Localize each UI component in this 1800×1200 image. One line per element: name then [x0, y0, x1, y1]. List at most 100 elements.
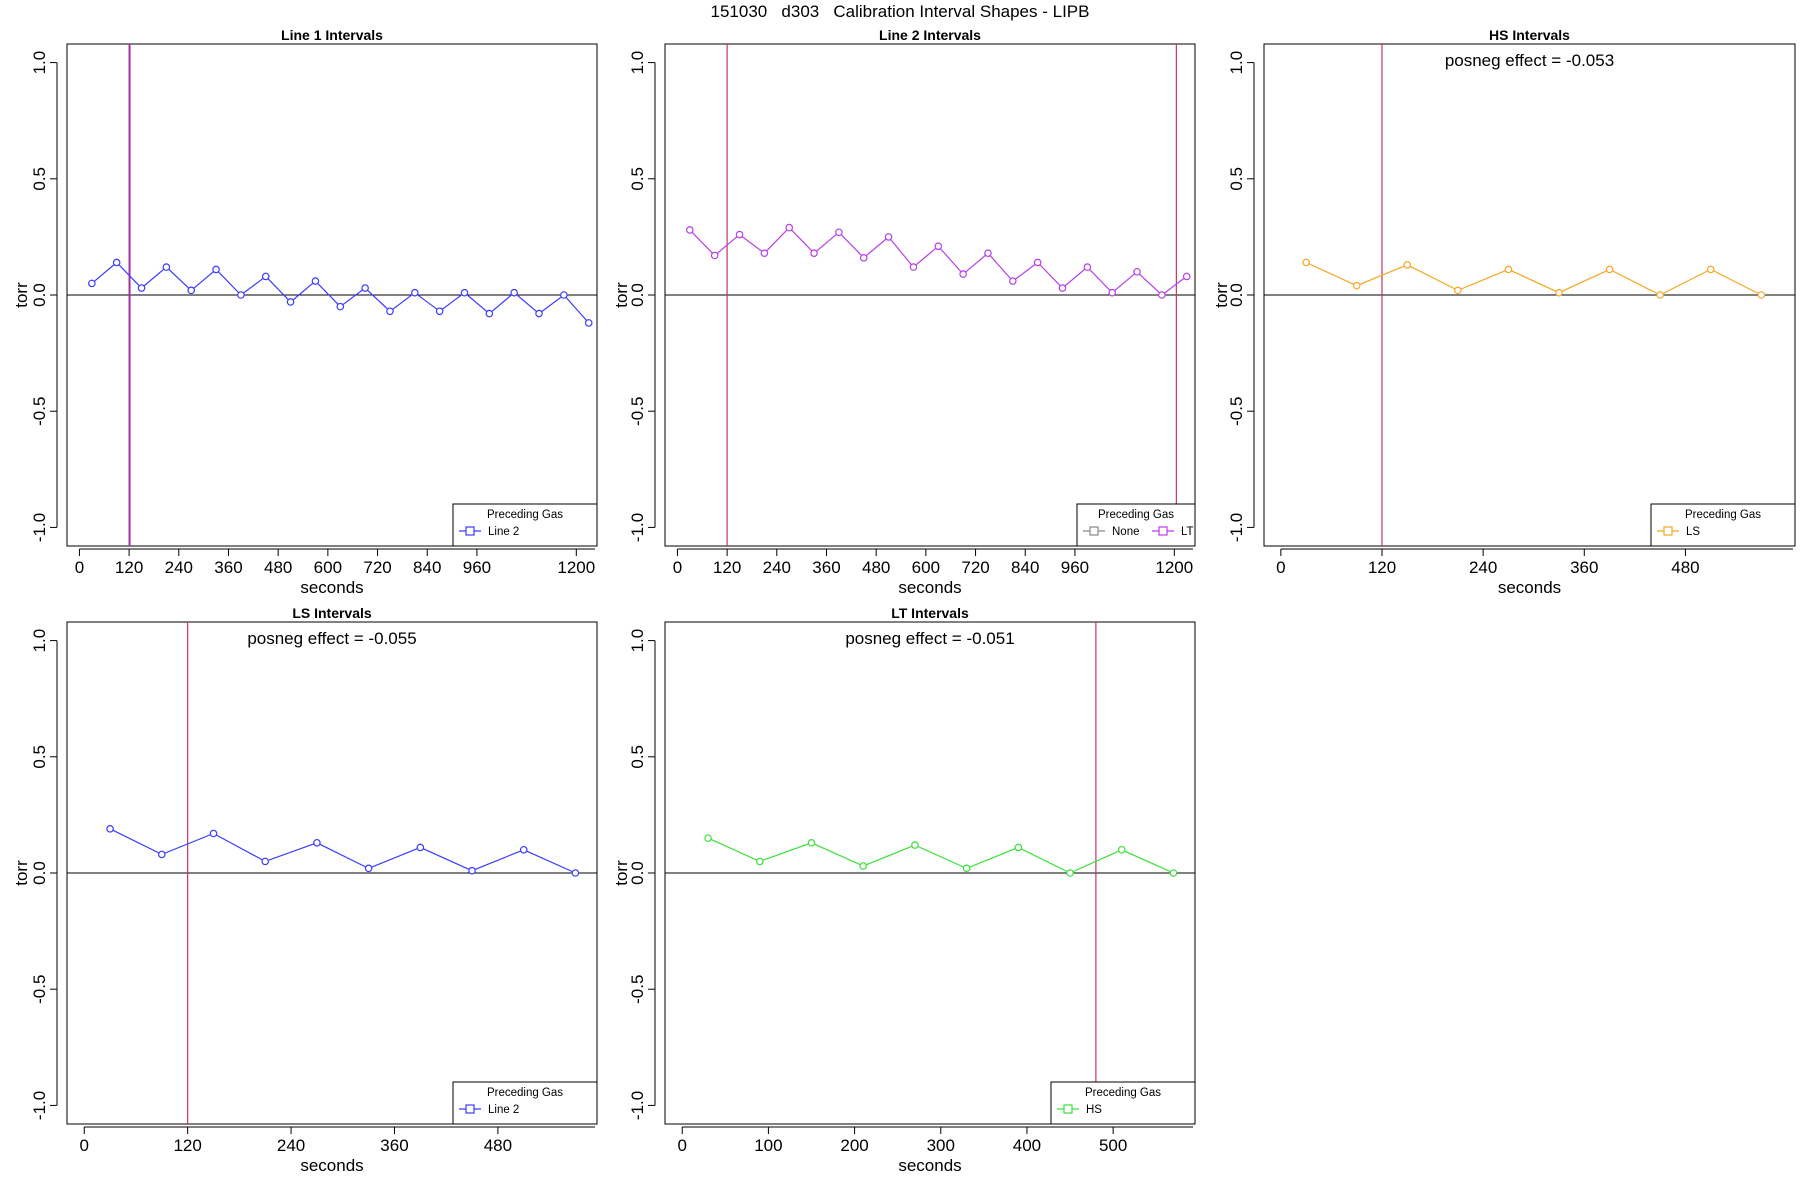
x-tick-label: 120	[115, 558, 143, 577]
x-tick-label: 1200	[1155, 558, 1193, 577]
data-point	[984, 249, 992, 257]
data-point	[785, 223, 794, 232]
data-point	[859, 862, 868, 870]
data-point	[361, 284, 369, 292]
legend-swatch-marker	[1089, 526, 1099, 536]
x-tick-label: 360	[214, 558, 242, 577]
legend-entry-label: Line 2	[488, 526, 519, 538]
data-point	[1504, 265, 1513, 274]
data-point	[760, 249, 769, 257]
y-tick-label: 0.0	[1227, 283, 1246, 307]
data-point	[1352, 281, 1361, 290]
legend-box	[1076, 503, 1196, 547]
x-tick-label: 600	[314, 558, 342, 577]
y-tick-label: -1.0	[628, 513, 647, 542]
series-line-2	[689, 226, 1188, 296]
data-point	[1009, 277, 1017, 285]
data-point	[704, 834, 712, 842]
x-axis-label: seconds	[1498, 578, 1561, 597]
x-tick-label: 960	[463, 558, 491, 577]
legend-title: Preceding Gas	[1685, 509, 1761, 521]
data-point	[1182, 272, 1191, 281]
legend-entry-label: LS	[1686, 526, 1700, 538]
data-point	[1706, 265, 1715, 274]
chart-title: Line 2 Intervals	[879, 27, 981, 43]
data-point	[510, 288, 518, 297]
y-tick-label: 0.0	[628, 283, 647, 307]
legend-swatch-marker	[1663, 526, 1673, 536]
data-point	[286, 298, 295, 306]
legend: Preceding Gas Line 2	[452, 503, 598, 547]
posneg-annotation: posneg effect = -0.055	[247, 629, 416, 648]
y-tick-label: -0.5	[628, 975, 647, 1004]
data-point	[859, 254, 868, 262]
x-tick-label: 480	[862, 558, 890, 577]
y-tick-label: 1.0	[30, 629, 49, 653]
data-point	[157, 850, 166, 859]
data-point	[807, 838, 816, 847]
legend-box	[1050, 1081, 1196, 1125]
data-point	[735, 230, 744, 239]
data-point	[535, 309, 543, 318]
data-point	[88, 279, 96, 288]
y-tick-label: -0.5	[30, 975, 49, 1004]
data-point	[137, 284, 146, 292]
chart-panel-5: LT Intervals -1.0 -0.5 0.0 0.5 1.0 torr 0 100 200…	[612, 605, 1196, 1175]
chart-panel-3: HS Intervals -1.0 -0.5 0.0 0.5 1.0 torr 0 120 240…	[1212, 27, 1796, 597]
data-point	[959, 270, 967, 278]
data-point	[112, 258, 121, 267]
data-point	[1555, 288, 1563, 297]
data-point	[313, 838, 321, 847]
data-point	[187, 286, 196, 295]
data-point	[962, 864, 971, 873]
legend: Preceding Gas LS	[1650, 503, 1796, 547]
data-point	[386, 307, 394, 316]
y-tick-label: -1.0	[1227, 513, 1246, 542]
x-tick-label: 480	[484, 1136, 512, 1155]
data-point	[411, 288, 419, 297]
data-point	[1656, 291, 1664, 299]
y-tick-label: 0.5	[628, 167, 647, 191]
data-point	[460, 288, 469, 297]
y-tick-label: -0.5	[30, 397, 49, 426]
x-tick-label: 360	[812, 558, 840, 577]
x-tick-label: 120	[173, 1136, 201, 1155]
data-point	[1757, 291, 1766, 299]
x-tick-label: 240	[763, 558, 791, 577]
legend-swatch-marker	[465, 526, 475, 536]
x-axis-label: seconds	[300, 578, 363, 597]
x-tick-label: 1200	[557, 558, 595, 577]
data-point	[212, 265, 220, 274]
data-point	[237, 291, 245, 299]
data-point	[686, 226, 694, 234]
data-point	[1058, 284, 1067, 292]
y-tick-label: 1.0	[628, 51, 647, 75]
y-tick-label: -1.0	[30, 513, 49, 542]
data-point	[810, 249, 818, 257]
y-tick-label: -1.0	[628, 1091, 647, 1120]
legend-title: Preceding Gas	[487, 509, 563, 521]
x-tick-label: 600	[912, 558, 940, 577]
x-tick-label: 240	[1469, 558, 1497, 577]
x-axis-label: seconds	[898, 1156, 961, 1175]
y-axis-label: torr	[1212, 282, 1231, 308]
x-tick-label: 0	[673, 558, 682, 577]
data-point	[336, 302, 345, 311]
legend-entry-label: None	[1112, 526, 1140, 538]
chart-title: HS Intervals	[1489, 27, 1570, 43]
data-point	[1083, 263, 1092, 271]
data-point	[364, 864, 373, 873]
x-tick-label: 960	[1061, 558, 1089, 577]
x-tick-label: 120	[713, 558, 741, 577]
data-point	[710, 251, 719, 260]
legend-box	[1650, 503, 1796, 547]
x-tick-label: 0	[80, 1136, 89, 1155]
x-tick-label: 480	[1671, 558, 1699, 577]
data-point	[106, 825, 114, 833]
chart-panel-4: LS Intervals -1.0 -0.5 0.0 0.5 1.0 torr 0 120 240…	[12, 605, 598, 1175]
legend-swatch-marker	[465, 1104, 475, 1114]
x-tick-label: 0	[1276, 558, 1285, 577]
chart-panel-2: Line 2 Intervals -1.0 -0.5 0.0 0.5 1.0 torr 0 12…	[612, 27, 1196, 597]
x-tick-label: 480	[264, 558, 292, 577]
